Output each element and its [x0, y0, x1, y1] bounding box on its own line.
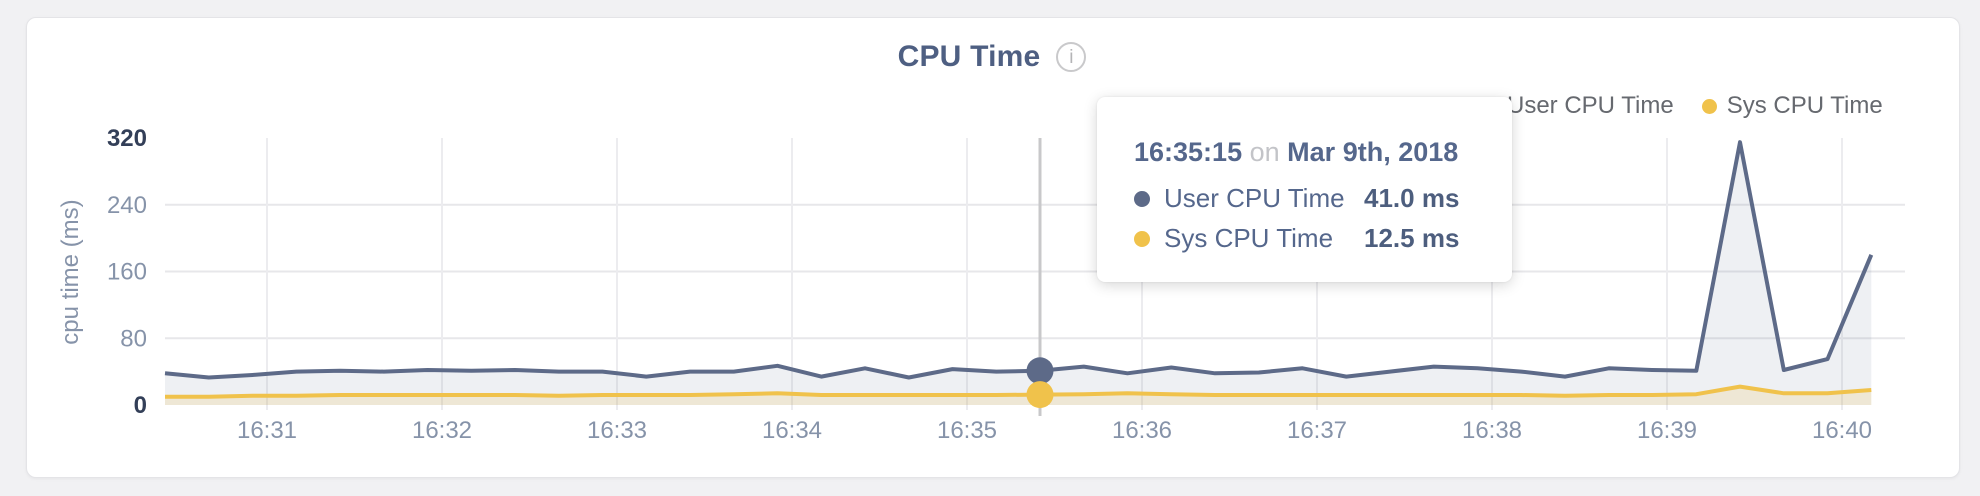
tooltip-label: User CPU Time — [1164, 183, 1345, 213]
series-line-sys — [165, 384, 1872, 399]
user-cpu-dot-icon — [1134, 190, 1150, 207]
x-tick-label: 16:34 — [762, 417, 822, 444]
tooltip-label: Sys CPU Time — [1164, 223, 1334, 253]
y-tick-label: 0 — [134, 392, 147, 419]
sys-cpu-legend-dot-icon — [1701, 98, 1717, 114]
legend-item-sys-cpu-time[interactable]: Sys CPU Time — [1701, 92, 1883, 120]
tooltip-date: Mar 9th, 2018 — [1287, 137, 1459, 167]
tooltip-connector: on — [1249, 137, 1280, 167]
chart-title: CPU Time — [897, 40, 1041, 73]
cpu-time-card — [26, 17, 1960, 478]
chart-legend: User CPU Time Sys CPU Time — [1482, 92, 1883, 120]
sys-cpu-dot-icon — [1134, 230, 1150, 247]
series-area-user — [165, 142, 1872, 405]
user-hover-point-marker — [1026, 357, 1054, 385]
x-tick-label: 16:35 — [937, 417, 997, 444]
x-tick-label: 16:38 — [1462, 417, 1522, 444]
x-tick-label: 16:37 — [1287, 417, 1347, 444]
tooltip-timestamp: 16:35:15 on Mar 9th, 2018 — [1134, 139, 1484, 166]
tooltip-time: 16:35:15 — [1134, 137, 1243, 167]
y-tick-label: 160 — [107, 259, 147, 286]
y-tick-label: 240 — [107, 192, 147, 219]
x-tick-label: 16:32 — [412, 417, 472, 444]
x-tick-label: 16:31 — [237, 417, 297, 444]
tooltip-value: 41.0 ms — [1364, 183, 1460, 213]
x-tick-label: 16:39 — [1637, 417, 1697, 444]
sys-hover-point-marker — [1026, 381, 1054, 409]
y-tick-label: 320 — [107, 125, 147, 152]
legend-label: User CPU Time — [1507, 92, 1674, 119]
y-axis-title: cpu time (ms) — [57, 199, 84, 344]
x-tick-label: 16:36 — [1112, 417, 1172, 444]
tooltip-value: 12.5 ms — [1364, 223, 1460, 253]
info-circle-icon[interactable]: i — [1056, 42, 1087, 72]
chart-tooltip: 16:35:15 on Mar 9th, 2018 User CPU Time … — [1097, 97, 1512, 282]
x-tick-label: 16:33 — [587, 417, 647, 444]
y-tick-label: 80 — [120, 325, 147, 352]
tooltip-row-sys: Sys CPU Time 12.5 ms — [1134, 223, 1484, 253]
chart-header: CPU Time i — [26, 40, 1958, 74]
legend-label: Sys CPU Time — [1726, 92, 1883, 119]
tooltip-row-user: User CPU Time 41.0 ms — [1134, 183, 1484, 213]
series-line-user — [164, 140, 1874, 380]
x-tick-label: 16:40 — [1812, 417, 1872, 444]
